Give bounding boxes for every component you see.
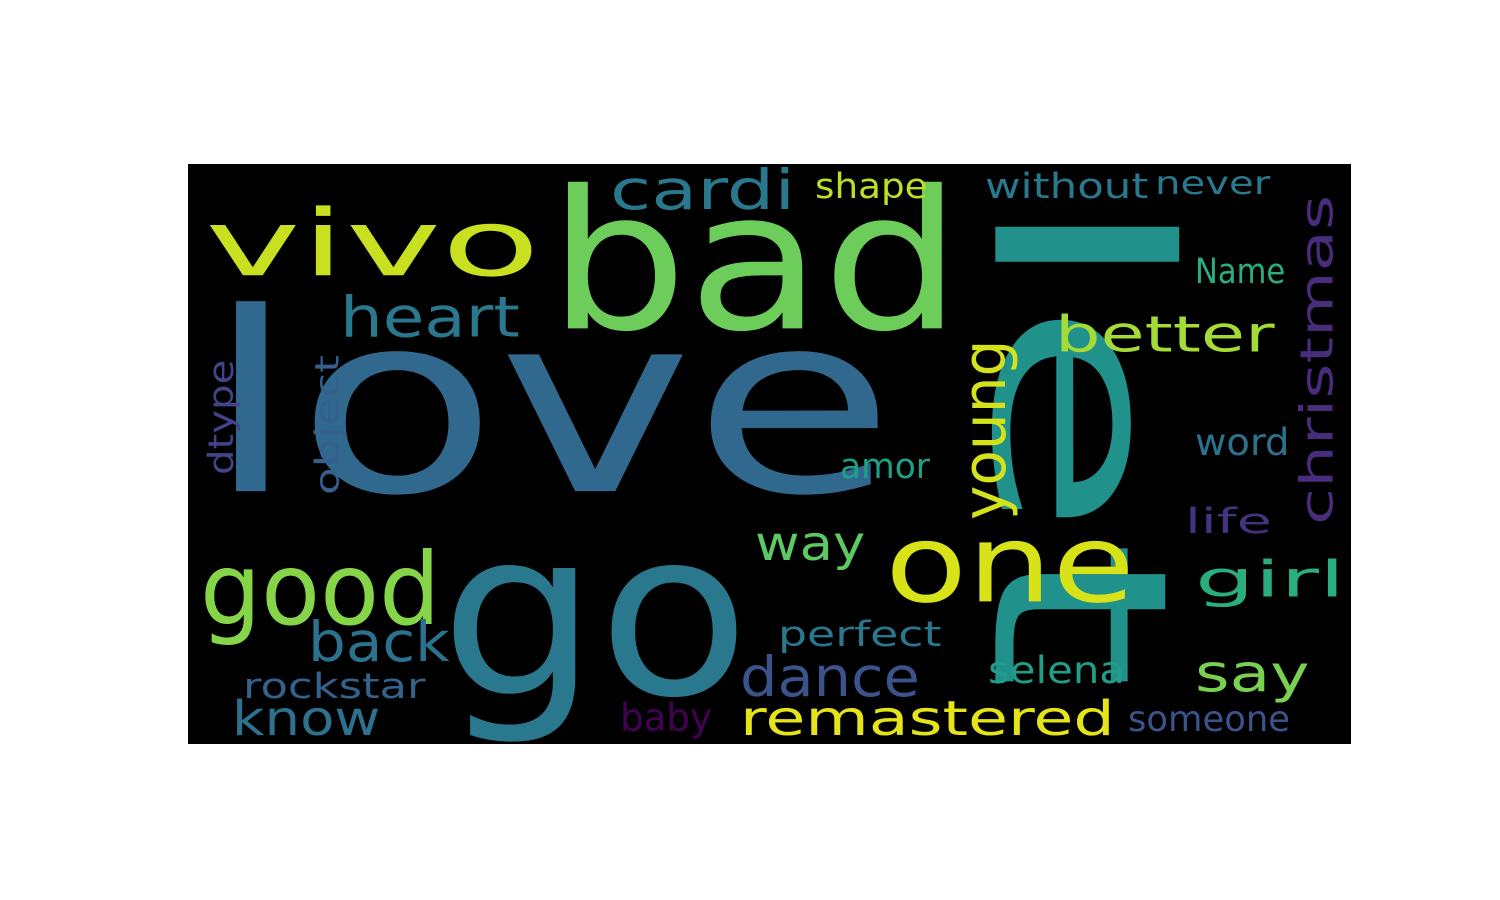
word-go: go xyxy=(440,481,750,744)
word-rockstar: rockstar xyxy=(243,667,426,707)
word-dance: dance xyxy=(740,645,920,710)
word-shape: shape xyxy=(815,167,928,207)
word-someone: someone xyxy=(1128,699,1290,740)
word-girl: girl xyxy=(1195,550,1346,610)
word-good: good xyxy=(200,531,441,648)
word-perfect: perfect xyxy=(778,615,942,655)
word-vivo: vivo xyxy=(205,190,541,298)
word-one: one xyxy=(885,500,1135,628)
word-way: way xyxy=(755,515,866,572)
word-dtype: dtype xyxy=(202,359,242,475)
word-christmas: christmas xyxy=(1290,194,1344,525)
word-remastered: remastered xyxy=(740,690,1115,744)
word-without: without xyxy=(985,167,1149,207)
word-never: never xyxy=(1155,165,1271,202)
word-name: Name xyxy=(1195,252,1286,292)
word-cloud: love let bad go vivo one good cardi hear… xyxy=(188,164,1351,744)
word-say: say xyxy=(1195,643,1310,705)
word-life: life xyxy=(1185,502,1272,542)
word-object: object xyxy=(309,355,347,495)
word-selena: selena xyxy=(988,649,1125,693)
word-know: know xyxy=(232,690,381,744)
word-baby: baby xyxy=(620,696,713,741)
word-love: love xyxy=(205,258,896,551)
word-better: better xyxy=(1055,305,1275,365)
word-word: word xyxy=(1195,421,1290,465)
word-amor: amor xyxy=(840,447,930,487)
word-back: back xyxy=(308,610,450,675)
word-heart: heart xyxy=(340,285,520,351)
word-cardi: cardi xyxy=(610,164,796,223)
word-bad: bad xyxy=(548,164,962,375)
word-young: young xyxy=(950,339,1020,520)
